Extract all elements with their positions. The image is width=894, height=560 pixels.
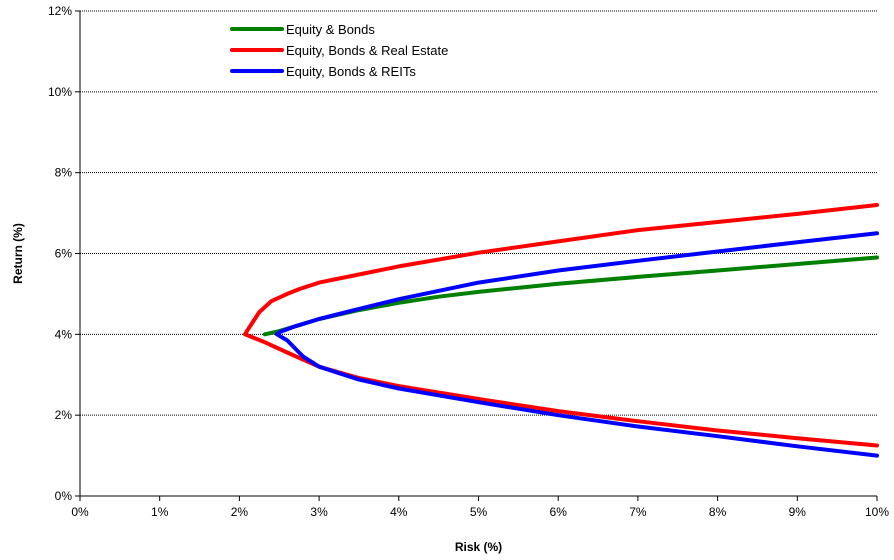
x-tick-label: 2% [231,505,249,519]
y-axis-title: Return (%) [11,223,25,284]
axes [75,10,878,501]
y-tick-label: 4% [55,327,73,341]
series-line-3 [274,231,879,458]
y-tick-label: 8% [55,166,73,180]
y-tick-label: 6% [55,247,73,261]
x-tick-label: 1% [151,505,169,519]
x-tick-label: 8% [709,505,727,519]
y-tick-label: 12% [48,4,72,18]
legend-label: Equity, Bonds & REITs [286,64,416,79]
x-tick-label: 0% [71,505,89,519]
series-line-2 [243,203,879,448]
x-tick-label: 7% [629,505,647,519]
y-tick-labels: 0% 2% 4% 6% 8% 10% 12% [48,4,72,503]
legend-label: Equity & Bonds [286,22,375,37]
series-lines [243,203,879,458]
x-tick-label: 9% [789,505,807,519]
x-tick-label: 3% [310,505,328,519]
gridlines [80,10,877,416]
legend: Equity & Bonds Equity, Bonds & Real Estat… [230,22,448,79]
legend-label: Equity, Bonds & Real Estate [286,43,448,58]
x-tick-label: 10% [865,505,889,519]
y-tick-label: 2% [55,408,73,422]
x-axis-title: Risk (%) [455,540,502,554]
y-tick-label: 10% [48,85,72,99]
x-tick-label: 5% [470,505,488,519]
y-tick-label: 0% [55,489,73,503]
x-tick-label: 6% [550,505,568,519]
x-tick-label: 4% [390,505,408,519]
x-tick-labels: 0% 1% 2% 3% 4% 5% 6% 7% 8% 9% 10% [71,505,889,519]
